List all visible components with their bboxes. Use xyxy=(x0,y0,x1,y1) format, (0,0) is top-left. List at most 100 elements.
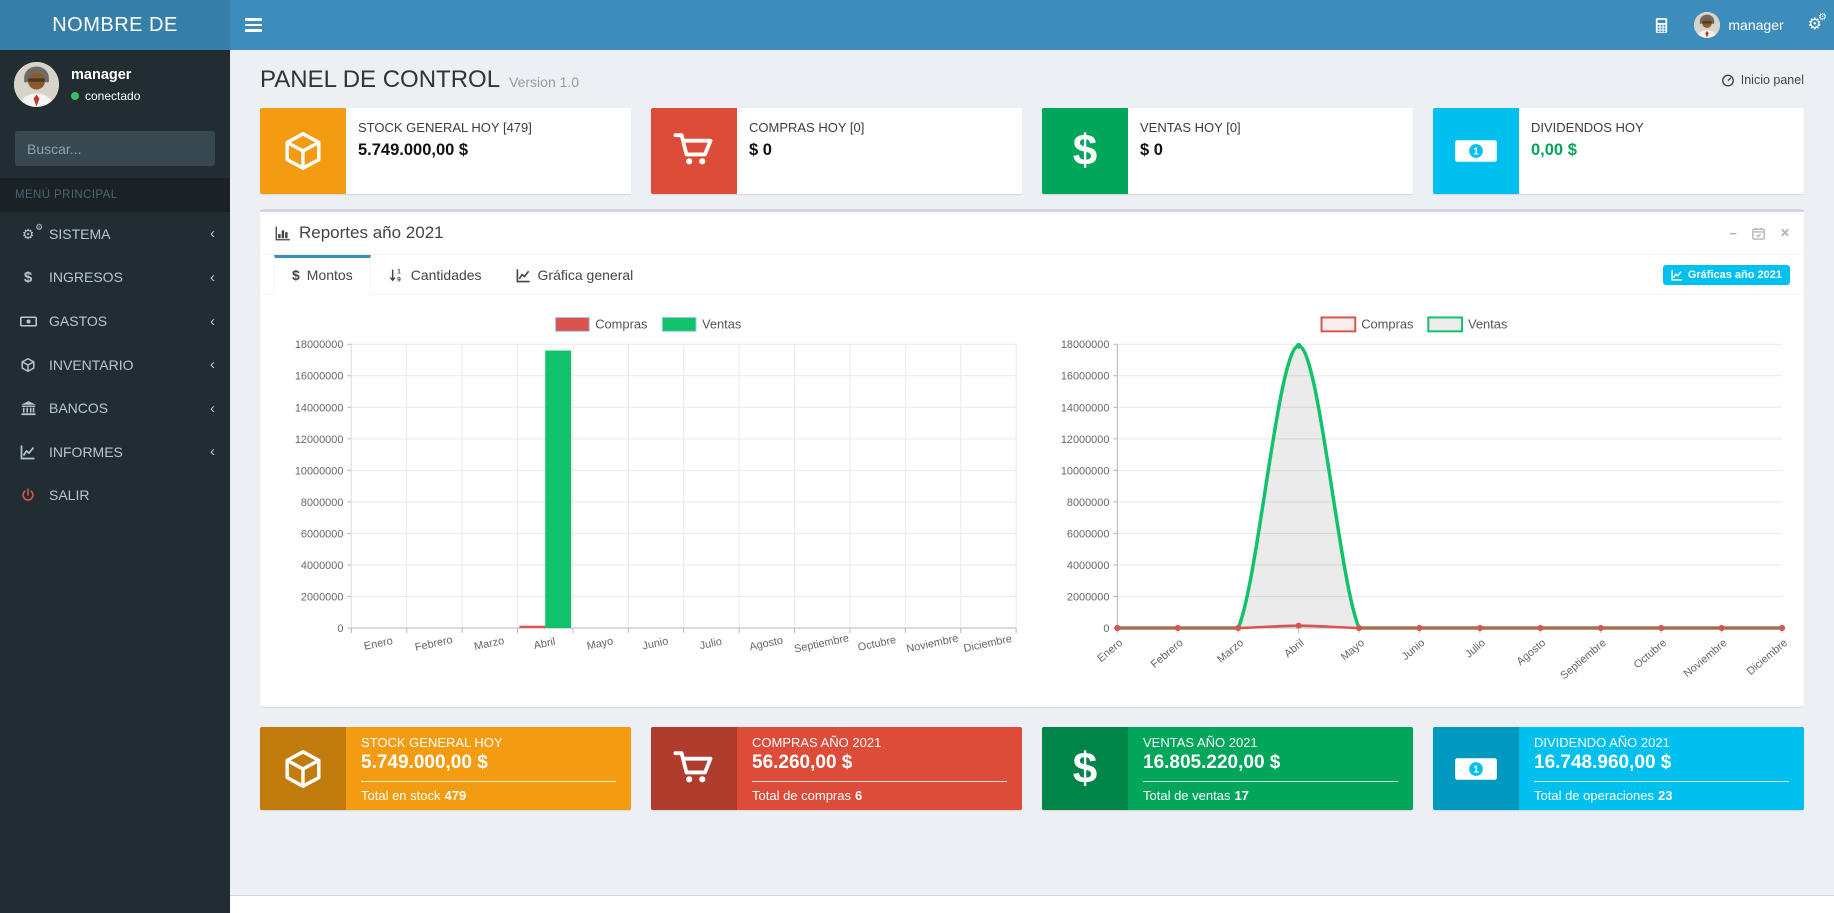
brand-logo[interactable]: NOMBRE DE xyxy=(0,0,230,50)
settings-menu[interactable]: ⚙ ⚙ xyxy=(1796,0,1834,50)
sidebar-user-name: manager xyxy=(71,66,132,83)
sidebar: manager conectado MENÚ PRINCIPAL ⚙⚙ SI xyxy=(0,50,230,913)
sidebar-item-informes[interactable]: INFORMES ‹ xyxy=(0,430,230,473)
cart-icon xyxy=(673,750,713,782)
close-icon: ✕ xyxy=(1779,226,1790,240)
tab-grafica-general[interactable]: Gráfica general xyxy=(499,255,651,295)
svg-text:Compras: Compras xyxy=(1361,316,1413,331)
page-title: PANEL DE CONTROL xyxy=(260,66,501,93)
avatar xyxy=(1694,12,1721,38)
svg-text:1: 1 xyxy=(1473,764,1479,775)
cube-icon xyxy=(285,132,321,170)
sidebar-user-status: conectado xyxy=(71,89,140,103)
top-navbar: NOMBRE DE xyxy=(0,0,1834,50)
dollar-icon: $ xyxy=(1072,126,1098,175)
line-chart-icon xyxy=(18,444,38,460)
sidebar-item-sistema[interactable]: ⚙ ⚙ SISTEMA ‹ xyxy=(0,212,230,255)
svg-text:Junio: Junio xyxy=(641,635,669,652)
money-bill-icon: 1 xyxy=(1455,757,1497,780)
sidebar-item-ingresos[interactable]: $ INGRESOS ‹ xyxy=(0,255,230,299)
chevron-left-icon: ‹ xyxy=(210,225,215,242)
svg-text:4000000: 4000000 xyxy=(1067,560,1109,572)
svg-text:Marzo: Marzo xyxy=(1215,637,1246,666)
svg-text:10000000: 10000000 xyxy=(295,465,344,477)
bar-chart: 0 2000000 4000000 6000000 8000000 10000000 120… xyxy=(266,307,1032,699)
online-status-icon xyxy=(71,91,79,100)
gears-icon: ⚙ ⚙ xyxy=(1807,12,1827,33)
svg-text:Noviembre: Noviembre xyxy=(1681,637,1729,680)
svg-text:Septiembre: Septiembre xyxy=(793,632,850,655)
cart-icon xyxy=(673,133,713,165)
sort-numeric-icon: 19 xyxy=(389,269,401,283)
dollar-icon: $ xyxy=(1072,743,1098,793)
svg-text:Agosto: Agosto xyxy=(1515,637,1549,668)
cube-icon xyxy=(285,749,321,788)
svg-text:18000000: 18000000 xyxy=(1061,339,1110,351)
svg-text:12000000: 12000000 xyxy=(1061,434,1110,446)
svg-text:6000000: 6000000 xyxy=(301,528,343,540)
money-bill-icon: 1 xyxy=(1455,140,1497,162)
sidebar-item-salir[interactable]: SALIR xyxy=(0,473,230,516)
svg-text:6000000: 6000000 xyxy=(1067,528,1109,540)
svg-text:Enero: Enero xyxy=(1095,637,1125,665)
calculator-icon xyxy=(1656,17,1668,33)
svg-text:8000000: 8000000 xyxy=(1067,497,1109,509)
info-box-stock: STOCK GENERAL HOY [479] 5.749.000,00 $ xyxy=(260,108,631,194)
calendar-button[interactable] xyxy=(1751,226,1766,241)
svg-text:Abril: Abril xyxy=(533,636,557,652)
svg-text:16000000: 16000000 xyxy=(1061,371,1110,383)
page-footer xyxy=(230,895,1834,913)
power-icon xyxy=(18,487,38,503)
money-bill-icon xyxy=(18,313,38,330)
line-chart-icon xyxy=(1671,269,1682,281)
tab-montos[interactable]: $ Montos xyxy=(274,255,371,295)
collapse-button[interactable]: − xyxy=(1729,226,1737,241)
chevron-left-icon: ‹ xyxy=(210,356,215,373)
svg-text:1: 1 xyxy=(397,269,401,276)
calculator-menu[interactable] xyxy=(1641,0,1682,50)
bar-chart-icon xyxy=(275,226,290,240)
svg-text:8000000: 8000000 xyxy=(301,497,343,509)
minus-icon: − xyxy=(1729,225,1737,241)
svg-text:Ventas: Ventas xyxy=(1468,316,1507,331)
line-chart-icon xyxy=(516,268,530,282)
svg-text:2000000: 2000000 xyxy=(301,591,343,603)
svg-text:Octubre: Octubre xyxy=(857,634,897,654)
svg-text:Julio: Julio xyxy=(1463,637,1488,661)
svg-text:Septiembre: Septiembre xyxy=(1558,637,1608,682)
sidebar-item-gastos[interactable]: GASTOS ‹ xyxy=(0,299,230,343)
bank-icon xyxy=(18,400,38,417)
svg-text:16000000: 16000000 xyxy=(295,371,344,383)
small-box-stock: STOCK GENERAL HOY 5.749.000,00 $ Total e… xyxy=(260,727,631,810)
dashboard-icon xyxy=(1721,74,1734,87)
close-button[interactable]: ✕ xyxy=(1780,226,1790,240)
avatar xyxy=(14,62,59,107)
svg-text:1: 1 xyxy=(1473,147,1479,158)
sidebar-toggle-button[interactable] xyxy=(230,0,276,50)
svg-text:Enero: Enero xyxy=(363,635,394,653)
svg-text:Junio: Junio xyxy=(1400,637,1428,663)
small-box-ventas: $ VENTAS AÑO 2021 16.805.220,00 $ Total … xyxy=(1042,727,1413,810)
svg-text:Mayo: Mayo xyxy=(586,635,615,652)
svg-text:10000000: 10000000 xyxy=(1061,465,1110,477)
svg-text:12000000: 12000000 xyxy=(295,434,344,446)
svg-text:2000000: 2000000 xyxy=(1067,591,1109,603)
svg-text:Julio: Julio xyxy=(699,636,723,652)
breadcrumb[interactable]: Inicio panel xyxy=(1721,73,1804,87)
svg-text:Febrero: Febrero xyxy=(1149,637,1186,671)
svg-text:Agosto: Agosto xyxy=(748,635,784,654)
svg-text:14000000: 14000000 xyxy=(1061,402,1110,414)
sidebar-item-inventario[interactable]: INVENTARIO ‹ xyxy=(0,343,230,386)
small-box-dividendo: 1 DIVIDENDO AÑO 2021 16.748.960,00 $ Tot… xyxy=(1433,727,1804,810)
sidebar-item-bancos[interactable]: BANCOS ‹ xyxy=(0,386,230,430)
info-box-compras: COMPRAS HOY [0] $ 0 xyxy=(651,108,1022,194)
svg-text:0: 0 xyxy=(1103,623,1109,635)
search-input[interactable] xyxy=(15,131,215,166)
svg-text:9: 9 xyxy=(397,277,401,283)
svg-text:4000000: 4000000 xyxy=(301,560,343,572)
sidebar-user-panel: manager conectado xyxy=(0,50,230,119)
cube-icon xyxy=(18,357,38,373)
user-menu[interactable]: manager xyxy=(1682,0,1795,50)
